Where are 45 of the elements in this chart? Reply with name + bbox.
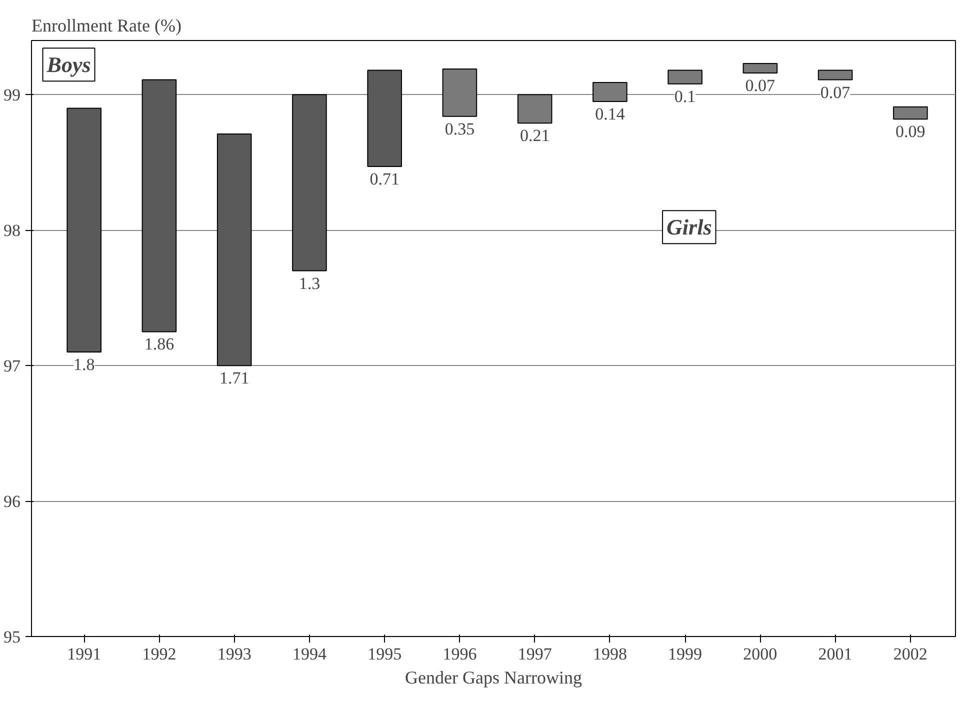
y-tick-label: 98: [4, 221, 20, 240]
data-label: 0.07: [745, 76, 776, 96]
x-tick-label: 1992: [142, 644, 176, 664]
bar: [142, 79, 177, 332]
bar: [592, 82, 628, 102]
bar: [742, 63, 778, 74]
bar: [367, 70, 402, 167]
bar: [66, 108, 102, 353]
x-axis-title: Gender Gaps Narrowing: [405, 668, 582, 688]
x-tick-label: 1995: [368, 644, 402, 664]
data-label: 0.14: [595, 104, 626, 124]
data-label: 0.07: [820, 82, 851, 102]
x-tick-label: 1998: [592, 644, 627, 664]
data-label: 1.3: [298, 274, 320, 293]
x-tick-label: 1996: [442, 644, 477, 664]
bar: [893, 106, 928, 120]
data-label: 0.09: [896, 122, 926, 142]
x-tick-label: 1993: [217, 644, 252, 664]
data-label: 0.35: [444, 119, 475, 138]
bar: [517, 94, 552, 124]
y-axis-title: Enrollment Rate (%): [32, 16, 182, 36]
x-tick-label: 2001: [818, 644, 852, 664]
data-label: 0.71: [370, 169, 400, 188]
bar: [442, 68, 478, 117]
y-tick-label: 96: [4, 492, 20, 512]
annotation: Girls: [666, 214, 712, 240]
data-label: 1.86: [144, 334, 174, 354]
y-tick-label: 95: [4, 628, 20, 646]
annotation: Boys: [46, 52, 91, 78]
data-label: 1.8: [73, 355, 95, 374]
data-label: 0.1: [674, 86, 696, 106]
data-label: 0.21: [520, 126, 550, 146]
x-tick-label: 1994: [292, 644, 327, 664]
bar: [818, 70, 853, 80]
bar: [292, 94, 327, 272]
y-tick-label: 97: [4, 356, 21, 376]
x-tick-label: 1991: [67, 644, 102, 664]
x-tick-label: 1999: [668, 644, 702, 664]
y-tick-label: 99: [4, 86, 20, 105]
x-tick-label: 2000: [743, 644, 778, 664]
data-label: 1.71: [219, 368, 250, 388]
x-tick-label: 2002: [893, 644, 928, 664]
x-tick-label: 1997: [518, 644, 552, 664]
bar: [216, 133, 252, 366]
bar: [668, 70, 702, 84]
